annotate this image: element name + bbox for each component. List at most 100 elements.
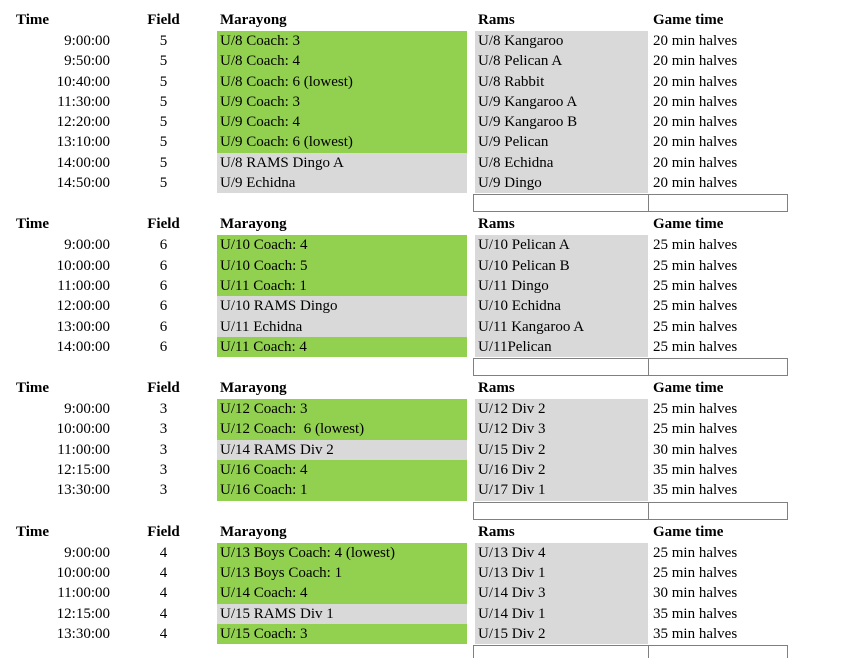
- schedule-row: 13:00:00 6 U/11 Echidna U/11 Kangaroo A 25 m…: [0, 316, 860, 337]
- time-cell: 11:00:00: [57, 441, 110, 458]
- game-time-cell: 25 min halves: [653, 401, 738, 418]
- time-cell: 14:00:00: [56, 338, 110, 355]
- rams-cell: U/9 Kangaroo B: [475, 112, 648, 133]
- schedule-row: 10:00:00 3 U/12 Coach: 6 (lowest) U/12 Div …: [0, 419, 860, 440]
- marayong-cell: U/13 Boys Coach: 1: [217, 562, 467, 584]
- marayong-cell: U/11 Coach: 4: [217, 336, 467, 358]
- empty-box-row: [473, 501, 860, 520]
- marayong-cell: U/8 Coach: 3: [217, 31, 467, 52]
- schedule-section-field-5: Time Field Marayong Rams Game time 9:00:00 5 U/…: [0, 10, 860, 194]
- empty-cell[interactable]: [473, 358, 649, 377]
- time-cell: 12:00:00: [56, 298, 110, 315]
- section-header-row: Time Field Marayong Rams Game time: [0, 378, 860, 399]
- column-header-rams: Rams: [478, 380, 515, 397]
- rams-cell: U/10 Pelican A: [475, 235, 648, 256]
- empty-cell[interactable]: [648, 501, 788, 520]
- empty-cell[interactable]: [648, 358, 788, 377]
- rams-cell: U/9 Dingo: [475, 173, 648, 194]
- marayong-cell: U/8 Coach: 6 (lowest): [217, 71, 467, 92]
- time-cell: 11:00:00: [57, 277, 110, 294]
- time-cell: 13:30:00: [56, 625, 110, 642]
- game-time-cell: 20 min halves: [653, 154, 738, 171]
- schedule-row: 9:00:00 3 U/12 Coach: 3 U/12 Div 2 25 min ha…: [0, 399, 860, 420]
- rams-cell: U/11 Dingo: [475, 275, 648, 297]
- marayong-cell: U/9 Echidna: [217, 173, 467, 194]
- schedule-row: 10:00:00 6 U/10 Coach: 5 U/10 Pelican B 25 m…: [0, 255, 860, 276]
- column-header-time: Time: [16, 523, 50, 540]
- time-cell: 13:30:00: [56, 482, 110, 499]
- schedule-row: 11:00:00 6 U/11 Coach: 1 U/11 Dingo 25 min h…: [0, 275, 860, 297]
- marayong-cell: U/15 Coach: 3: [217, 623, 467, 645]
- rams-cell: U/8 Echidna: [475, 152, 648, 174]
- empty-box-row: [473, 358, 860, 377]
- game-time-cell: 35 min halves: [653, 482, 738, 499]
- time-cell: 10:00:00: [56, 564, 110, 581]
- field-cell: 5: [159, 114, 168, 131]
- rams-cell: U/9 Pelican: [475, 132, 648, 153]
- section-header-row: Time Field Marayong Rams Game time: [0, 214, 860, 235]
- game-time-cell: 25 min halves: [653, 298, 738, 315]
- field-cell: 3: [159, 482, 168, 499]
- schedule-row: 12:15:00 3 U/16 Coach: 4 U/16 Div 2 35 min h…: [0, 460, 860, 481]
- field-cell: 4: [159, 625, 168, 642]
- column-header-field: Field: [147, 12, 180, 28]
- marayong-cell: U/8 Coach: 4: [217, 51, 467, 72]
- schedule-row: 12:15:00 4 U/15 RAMS Div 1 U/14 Div 1 35 min…: [0, 603, 860, 624]
- time-cell: 9:50:00: [64, 53, 110, 70]
- field-cell: 5: [159, 73, 168, 90]
- section-header-row: Time Field Marayong Rams Game time: [0, 10, 860, 31]
- time-cell: 14:50:00: [56, 175, 110, 192]
- field-cell: 5: [159, 134, 168, 151]
- marayong-cell: U/14 Coach: 4: [217, 583, 467, 604]
- game-time-cell: 30 min halves: [653, 441, 738, 458]
- game-time-cell: 20 min halves: [653, 93, 738, 110]
- column-header-rams: Rams: [478, 216, 515, 233]
- time-cell: 13:00:00: [56, 318, 110, 335]
- marayong-cell: U/16 Coach: 1: [217, 480, 467, 501]
- empty-cell[interactable]: [473, 194, 649, 213]
- section-header-row: Time Field Marayong Rams Game time: [0, 522, 860, 543]
- schedule-row: 14:00:00 6 U/11 Coach: 4 U/11Pelican 25 min …: [0, 336, 860, 358]
- time-cell: 9:00:00: [64, 237, 110, 254]
- schedule-row: 11:00:00 4 U/14 Coach: 4 U/14 Div 3 30 min h…: [0, 583, 860, 604]
- empty-cell[interactable]: [648, 645, 788, 658]
- field-cell: 4: [159, 564, 168, 581]
- time-cell: 13:10:00: [56, 134, 110, 151]
- time-cell: 9:00:00: [64, 401, 110, 418]
- time-cell: 9:00:00: [64, 544, 110, 561]
- schedule-row: 9:50:00 5 U/8 Coach: 4 U/8 Pelican A 20 min …: [0, 51, 860, 72]
- schedule-row: 9:00:00 6 U/10 Coach: 4 U/10 Pelican A 25 mi…: [0, 235, 860, 256]
- schedule-section-field-3: Time Field Marayong Rams Game time 9:00:00 3 U/…: [0, 378, 860, 501]
- time-cell: 12:15:00: [56, 462, 110, 479]
- game-time-cell: 25 min halves: [653, 318, 738, 335]
- field-cell: 3: [159, 401, 168, 418]
- field-cell: 6: [159, 257, 168, 274]
- schedule-section-field-6: Time Field Marayong Rams Game time 9:00:00 6 U/…: [0, 214, 860, 358]
- game-time-cell: 25 min halves: [653, 544, 738, 561]
- time-cell: 10:00:00: [56, 257, 110, 274]
- empty-cell[interactable]: [648, 194, 788, 213]
- column-header-game-time: Game time: [653, 523, 724, 540]
- field-cell: 6: [159, 277, 168, 294]
- time-cell: 9:00:00: [64, 33, 110, 49]
- marayong-cell: U/8 RAMS Dingo A: [217, 152, 467, 174]
- field-cell: 4: [159, 544, 168, 561]
- column-header-field: Field: [147, 380, 180, 397]
- field-cell: 6: [159, 338, 168, 355]
- empty-cell[interactable]: [473, 501, 649, 520]
- column-header-game-time: Game time: [653, 12, 724, 28]
- marayong-cell: U/11 Echidna: [217, 316, 467, 337]
- time-cell: 12:20:00: [56, 114, 110, 131]
- schedule-row: 10:00:00 4 U/13 Boys Coach: 1 U/13 Div 1 25 …: [0, 562, 860, 584]
- rams-cell: U/14 Div 3: [475, 583, 648, 604]
- field-cell: 5: [159, 175, 168, 192]
- rams-cell: U/14 Div 1: [475, 603, 648, 624]
- column-header-time: Time: [16, 216, 50, 233]
- game-time-cell: 25 min halves: [653, 338, 738, 355]
- marayong-cell: U/9 Coach: 3: [217, 91, 467, 113]
- schedule-row: 13:30:00 4 U/15 Coach: 3 U/15 Div 2 35 min h…: [0, 623, 860, 645]
- column-header-rams: Rams: [478, 523, 515, 540]
- column-header-field: Field: [147, 523, 180, 540]
- empty-cell[interactable]: [473, 645, 649, 658]
